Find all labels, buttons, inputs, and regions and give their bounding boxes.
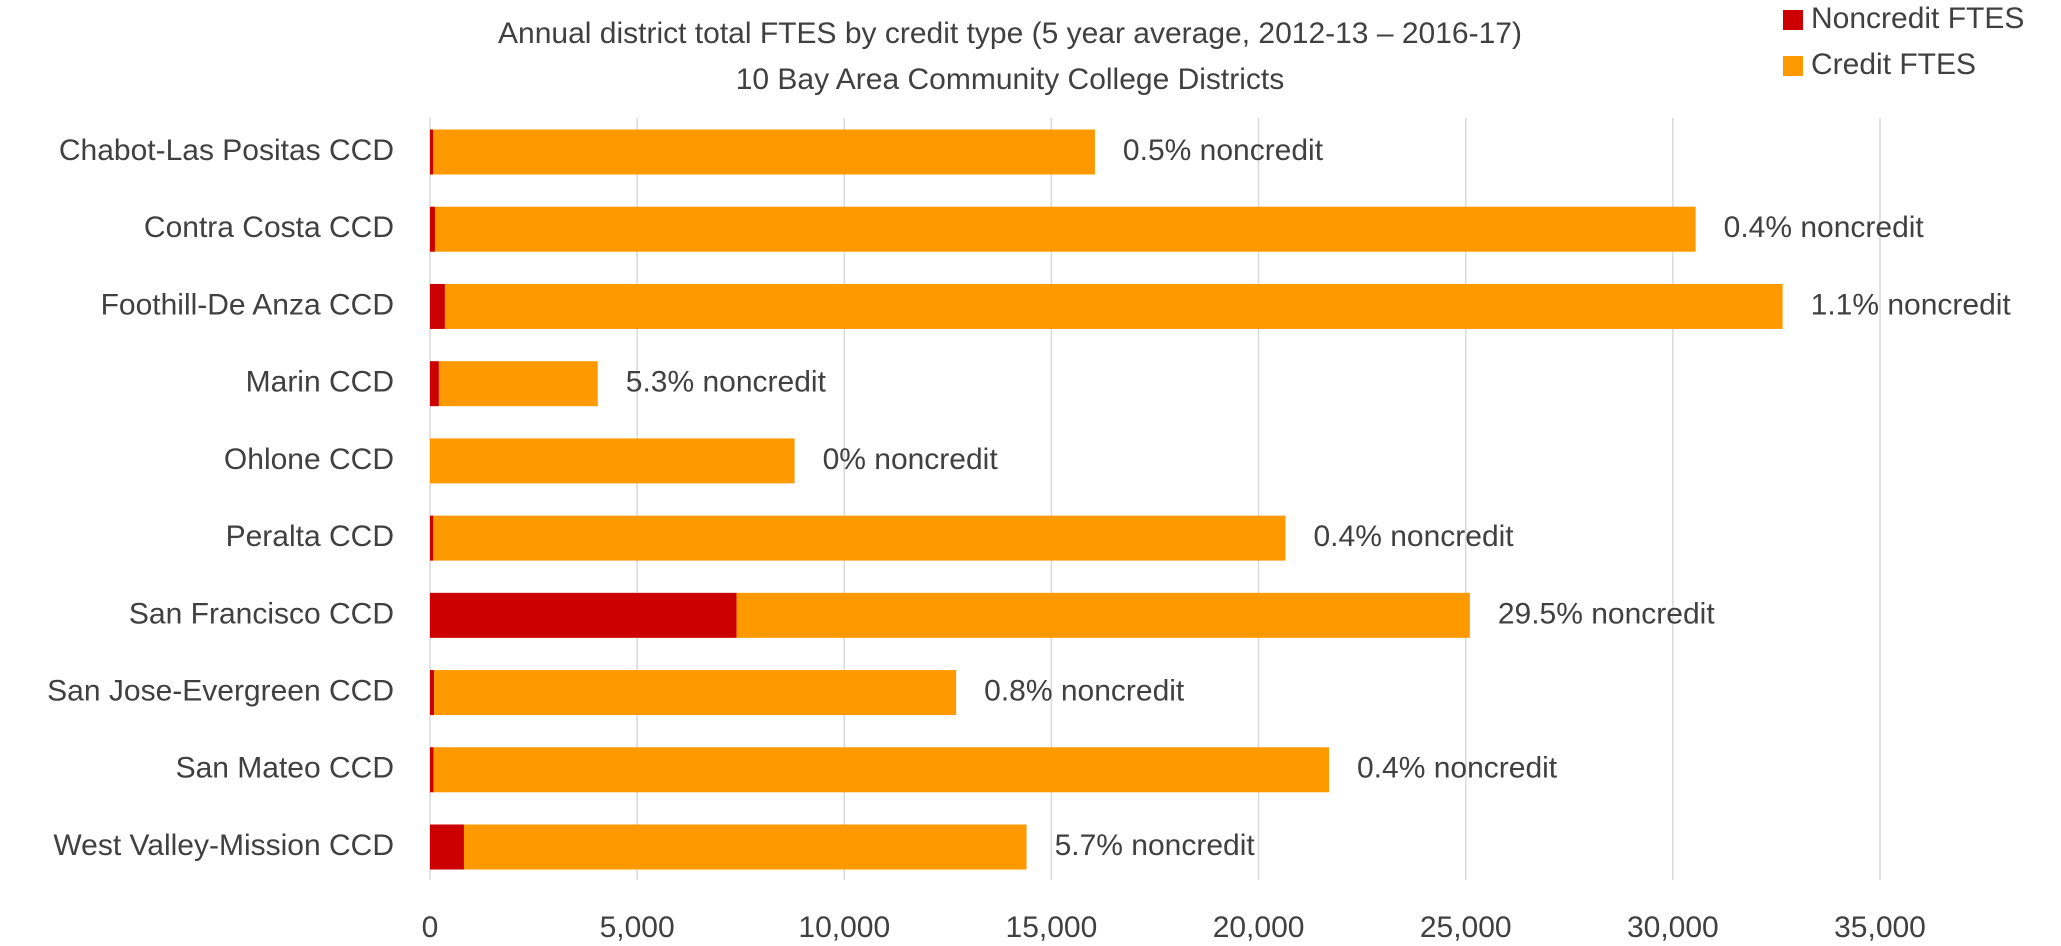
chart-subtitle: 10 Bay Area Community College Districts xyxy=(736,63,1285,96)
x-tick-label: 15,000 xyxy=(1006,911,1098,944)
x-tick-label: 25,000 xyxy=(1420,911,1512,944)
bar-annotation: 0% noncredit xyxy=(823,443,999,476)
bar-segment xyxy=(430,129,434,175)
y-tick-label: San Mateo CCD xyxy=(176,752,394,785)
y-tick-label: Chabot-Las Positas CCD xyxy=(59,134,394,167)
x-tick-label: 10,000 xyxy=(798,911,890,944)
bar-segment xyxy=(430,747,434,793)
y-tick-label: San Francisco CCD xyxy=(129,597,394,630)
bar-segment xyxy=(430,206,435,252)
chart-title: Annual district total FTES by credit typ… xyxy=(498,17,1522,50)
bar-annotation: 5.7% noncredit xyxy=(1055,829,1256,862)
bar-annotation: 0.4% noncredit xyxy=(1314,520,1515,553)
bar-segment xyxy=(736,592,1470,638)
y-tick-label: Peralta CCD xyxy=(226,520,394,553)
bar-segment xyxy=(430,515,434,561)
y-tick-label: Contra Costa CCD xyxy=(144,211,394,244)
legend-swatch xyxy=(1783,10,1803,30)
bar-segment xyxy=(463,824,1027,870)
bar-segment xyxy=(444,283,1783,329)
bar-annotation: 29.5% noncredit xyxy=(1498,597,1715,630)
bar-segment xyxy=(434,206,1696,252)
bar-segment xyxy=(430,670,435,716)
x-tick-label: 35,000 xyxy=(1834,911,1926,944)
bar-annotation: 0.4% noncredit xyxy=(1724,211,1925,244)
bar-segment xyxy=(430,283,445,329)
x-tick-label: 0 xyxy=(422,911,439,944)
x-tick-label: 20,000 xyxy=(1213,911,1305,944)
bar-segment xyxy=(430,592,737,638)
bar-annotation: 0.4% noncredit xyxy=(1357,752,1558,785)
y-tick-label: West Valley-Mission CCD xyxy=(53,829,394,862)
bar-segment xyxy=(430,824,464,870)
bar-annotation: 0.5% noncredit xyxy=(1123,134,1324,167)
bar-annotation: 1.1% noncredit xyxy=(1811,288,2012,321)
bar-annotation: 5.3% noncredit xyxy=(626,366,827,399)
bar-segment xyxy=(433,515,1286,561)
bar-segment xyxy=(433,129,1095,175)
legend-label: Noncredit FTES xyxy=(1811,2,2024,35)
y-tick-label: San Jose-Evergreen CCD xyxy=(47,674,394,707)
x-tick-label: 30,000 xyxy=(1627,911,1719,944)
legend-swatch xyxy=(1783,56,1803,76)
y-tick-label: Ohlone CCD xyxy=(224,443,394,476)
bar-segment xyxy=(433,747,1329,793)
bar-annotation: 0.8% noncredit xyxy=(984,674,1185,707)
y-tick-label: Marin CCD xyxy=(246,366,394,399)
bar-segment xyxy=(430,361,439,407)
bar-segment xyxy=(438,361,598,407)
x-tick-label: 5,000 xyxy=(600,911,675,944)
y-tick-label: Foothill-De Anza CCD xyxy=(101,288,394,321)
bar-segment xyxy=(434,670,957,716)
legend-label: Credit FTES xyxy=(1811,48,1976,81)
bar-segment xyxy=(430,438,795,484)
